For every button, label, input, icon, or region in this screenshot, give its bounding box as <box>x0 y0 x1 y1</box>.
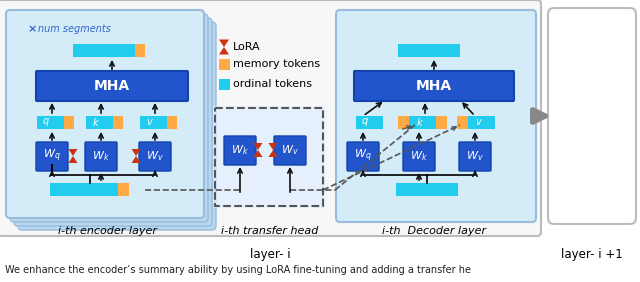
Text: i-th encoder layer: i-th encoder layer <box>58 226 157 236</box>
FancyBboxPatch shape <box>548 8 636 224</box>
Text: $W_k$: $W_k$ <box>410 149 428 163</box>
FancyBboxPatch shape <box>354 71 514 101</box>
Text: $v$: $v$ <box>146 117 154 127</box>
FancyBboxPatch shape <box>336 10 536 222</box>
Text: MHA: MHA <box>94 79 130 93</box>
Text: $W_v$: $W_v$ <box>146 149 164 163</box>
Bar <box>219 79 230 90</box>
FancyBboxPatch shape <box>347 142 379 171</box>
Text: num segments: num segments <box>38 24 111 34</box>
Text: $W_v$: $W_v$ <box>281 143 299 157</box>
Text: $q$: $q$ <box>42 116 50 128</box>
Text: We enhance the encoder’s summary ability by using LoRA fine-tuning and adding a : We enhance the encoder’s summary ability… <box>5 265 471 275</box>
Text: $v$: $v$ <box>475 117 483 127</box>
Text: MHA: MHA <box>416 79 452 93</box>
FancyBboxPatch shape <box>224 136 256 165</box>
FancyBboxPatch shape <box>10 14 208 222</box>
Polygon shape <box>219 39 229 47</box>
Polygon shape <box>253 143 262 150</box>
Bar <box>64 116 74 129</box>
Polygon shape <box>253 150 262 157</box>
Text: i-th  Decoder layer: i-th Decoder layer <box>382 226 486 236</box>
Text: $W_v$: $W_v$ <box>466 149 484 163</box>
Bar <box>167 116 177 129</box>
Text: layer- i +1: layer- i +1 <box>561 248 623 261</box>
Bar <box>409 116 436 129</box>
Bar <box>140 116 167 129</box>
Text: ordinal tokens: ordinal tokens <box>233 79 312 89</box>
FancyBboxPatch shape <box>139 142 171 171</box>
Bar <box>396 183 458 196</box>
Polygon shape <box>131 149 141 156</box>
Polygon shape <box>131 156 141 163</box>
Bar <box>356 116 383 129</box>
Polygon shape <box>269 143 278 150</box>
FancyBboxPatch shape <box>6 10 204 218</box>
Bar <box>135 44 145 57</box>
Bar <box>118 183 129 196</box>
Bar <box>219 59 230 70</box>
Text: $W_q$: $W_q$ <box>354 148 372 164</box>
Text: $W_q$: $W_q$ <box>43 148 61 164</box>
Bar <box>468 116 495 129</box>
Bar <box>86 116 113 129</box>
Bar <box>113 116 123 129</box>
Text: $W_k$: $W_k$ <box>92 149 110 163</box>
FancyBboxPatch shape <box>213 106 325 208</box>
Bar <box>50 183 118 196</box>
Bar <box>436 116 447 129</box>
Text: $q$: $q$ <box>361 116 369 128</box>
FancyBboxPatch shape <box>36 71 188 101</box>
FancyBboxPatch shape <box>459 142 491 171</box>
FancyBboxPatch shape <box>274 136 306 165</box>
FancyBboxPatch shape <box>14 18 212 226</box>
Polygon shape <box>68 149 77 156</box>
FancyBboxPatch shape <box>36 142 68 171</box>
Text: $W_k$: $W_k$ <box>231 143 249 157</box>
Text: memory tokens: memory tokens <box>233 59 320 69</box>
Polygon shape <box>68 156 77 163</box>
Text: $k$: $k$ <box>92 116 100 128</box>
FancyBboxPatch shape <box>18 22 216 230</box>
FancyBboxPatch shape <box>85 142 117 171</box>
FancyBboxPatch shape <box>403 142 435 171</box>
Bar <box>398 44 460 57</box>
Text: ×: × <box>28 24 37 34</box>
Text: $k$: $k$ <box>416 116 424 128</box>
Bar <box>215 108 323 206</box>
Bar <box>37 116 64 129</box>
Text: layer- i: layer- i <box>250 248 291 261</box>
Text: LoRA: LoRA <box>233 42 260 52</box>
Bar <box>73 44 135 57</box>
Bar <box>398 116 409 129</box>
Polygon shape <box>219 47 229 54</box>
Text: i-th transfer head: i-th transfer head <box>221 226 319 236</box>
Polygon shape <box>269 150 278 157</box>
Bar <box>457 116 468 129</box>
FancyBboxPatch shape <box>0 0 541 236</box>
